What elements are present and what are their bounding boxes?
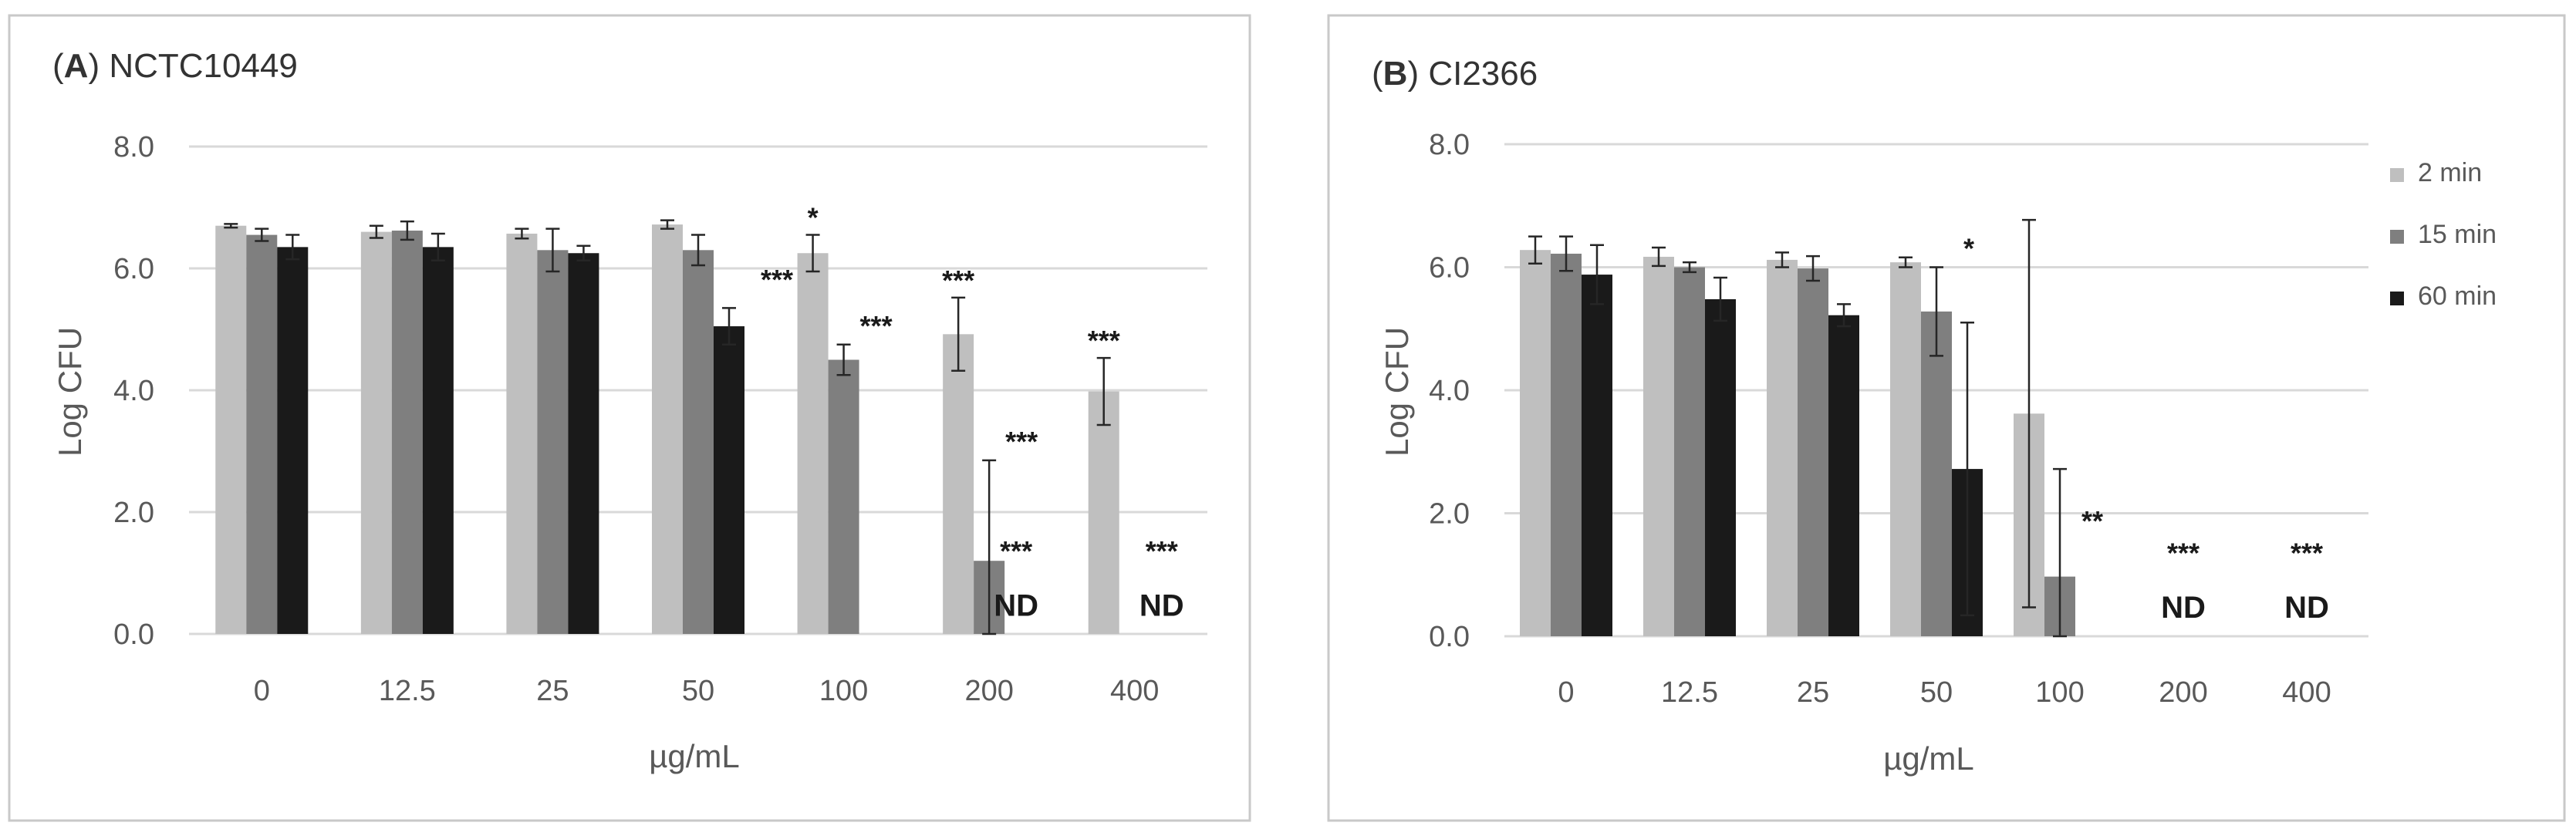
panel-b-bar: [1890, 262, 1921, 636]
panel-a-y-tick-label: 8.0: [113, 131, 154, 163]
panel-b-nd-significance-mark: ***: [2291, 537, 2323, 568]
panel-b-plot: 0.0 2.0 4.0 6.0 8.0 0 12.5 25 50 * 100 ** 200 *** ND 40…: [1429, 129, 2368, 709]
panel-a-y-axis-title: Log CFU: [52, 327, 88, 457]
panel-a-x-tick-label: 12.5: [379, 675, 436, 707]
panel-a-plot: 0.02.04.06.08.00 12.5 25 50***100****200***…: [113, 131, 1207, 707]
panel-b-bar: [1921, 311, 1952, 636]
panel-a-significance-mark: ***: [1005, 426, 1038, 457]
panel-b-x-tick-label: 25: [1797, 676, 1829, 709]
panel-b-nd-significance-mark: ***: [2167, 537, 2200, 568]
panel-b-significance-mark: **: [2081, 505, 2103, 537]
panel-a-bar: [652, 224, 683, 634]
panel-b-nd-label: ND: [2161, 591, 2206, 625]
panel-a-bar: [714, 326, 744, 634]
panel-a-label: A: [64, 47, 89, 85]
panel-b-bar: [1705, 298, 1736, 636]
panel-a-nd-label: ND: [994, 588, 1038, 622]
panel-a-y-tick-label: 2.0: [113, 497, 154, 529]
panel-b-bar: [1551, 253, 1582, 636]
panel-b-y-tick-label: 4.0: [1429, 375, 1470, 407]
panel-a-bar: [422, 247, 454, 634]
panel-b-bar: [1520, 250, 1551, 636]
panel-b-title-text: CI2366: [1428, 55, 1538, 93]
legend-label: 60 min: [2418, 281, 2497, 311]
panel-a-bar: [943, 334, 974, 634]
panel-a-x-tick-label: 50: [682, 675, 714, 707]
panel-a-significance-mark: ***: [761, 264, 793, 295]
panel-a-significance-mark: *: [808, 202, 819, 234]
panel-b-nd-label: ND: [2284, 591, 2329, 625]
panel-a-frame: [8, 14, 1251, 822]
panel-b: (B) CI2366 Log CFU µg/mL 0.0 2.0 4.0 6.0 8.0…: [1327, 14, 2566, 822]
panel-b-bar: [1798, 268, 1828, 636]
panel-a-bar: [828, 359, 859, 634]
panel-a-bar: [537, 250, 569, 634]
panel-a-bar: [1088, 391, 1119, 634]
panel-b-bar: [1643, 256, 1674, 636]
panel-a-title-text: NCTC10449: [109, 47, 298, 85]
legend-label: 15 min: [2418, 220, 2497, 249]
panel-a-significance-mark: ***: [942, 265, 974, 296]
panel-b-y-tick-label: 6.0: [1429, 252, 1470, 285]
panel-b-y-tick-label: 8.0: [1429, 129, 1470, 161]
panel-a-bar: [246, 234, 278, 634]
panel-b-x-tick-label: 200: [2159, 676, 2207, 709]
panel-b-x-tick-label: 100: [2035, 676, 2084, 709]
panel-a-bar: [215, 225, 247, 634]
panel-a-bar: [797, 253, 829, 634]
panel-b-bar: [1828, 315, 1859, 636]
panel-a-x-tick-label: 200: [964, 675, 1013, 707]
panel-b-x-tick-label: 0: [1558, 676, 1574, 709]
panel-a-nd-significance-mark: ***: [1000, 535, 1032, 567]
legend-swatch: [2390, 168, 2404, 182]
panel-a-y-tick-label: 0.0: [113, 619, 154, 651]
panel-a-y-tick-label: 6.0: [113, 253, 154, 285]
panel-b-bar: [1582, 275, 1612, 636]
panel-b-title: (B) CI2366: [1372, 55, 1538, 93]
panel-b-bar: [1767, 259, 1798, 636]
panel-a-bar: [568, 253, 599, 634]
panel-a-title: (A) NCTC10449: [52, 47, 298, 85]
panel-b-x-tick-label: 12.5: [1661, 676, 1718, 709]
panel-b-y-axis-title: Log CFU: [1379, 327, 1415, 457]
panel-a-significance-mark: ***: [860, 310, 893, 342]
legend: 2 min 15 min 60 min: [2390, 158, 2497, 311]
panel-a-x-tick-label: 0: [254, 675, 270, 707]
legend-swatch: [2390, 292, 2404, 305]
panel-b-significance-mark: *: [1963, 233, 1974, 265]
panel-b-y-tick-label: 2.0: [1429, 498, 1470, 531]
panel-b-x-axis-title: µg/mL: [1883, 740, 1974, 777]
panel-b-x-tick-label: 50: [1920, 676, 1953, 709]
panel-a-x-tick-label: 100: [819, 675, 868, 707]
panel-a-bar: [683, 250, 714, 634]
panel-a-significance-mark: ***: [1088, 325, 1120, 356]
panel-a-x-axis-title: µg/mL: [649, 738, 740, 774]
panel-a-y-tick-label: 4.0: [113, 375, 154, 407]
panel-a-bar: [506, 233, 538, 635]
panel-a-nd-label: ND: [1139, 588, 1184, 622]
panel-b-x-tick-label: 400: [2282, 676, 2331, 709]
panel-a-x-tick-label: 400: [1110, 675, 1159, 707]
panel-a-bar: [391, 231, 423, 634]
panel-b-bar: [1674, 267, 1705, 636]
legend-label: 2 min: [2418, 158, 2482, 187]
legend-swatch: [2390, 230, 2404, 244]
panel-b-label: B: [1383, 55, 1408, 93]
panel-a-x-tick-label: 25: [536, 675, 569, 707]
panel-a-bar: [360, 231, 392, 635]
panel-a: (A) NCTC10449 Log CFU µg/mL 0.0 2.0 4.0 6.0…: [8, 14, 1251, 822]
panel-a-bar: [277, 247, 309, 634]
panel-b-y-tick-label: 0.0: [1429, 621, 1470, 653]
panel-a-nd-significance-mark: ***: [1146, 535, 1178, 567]
